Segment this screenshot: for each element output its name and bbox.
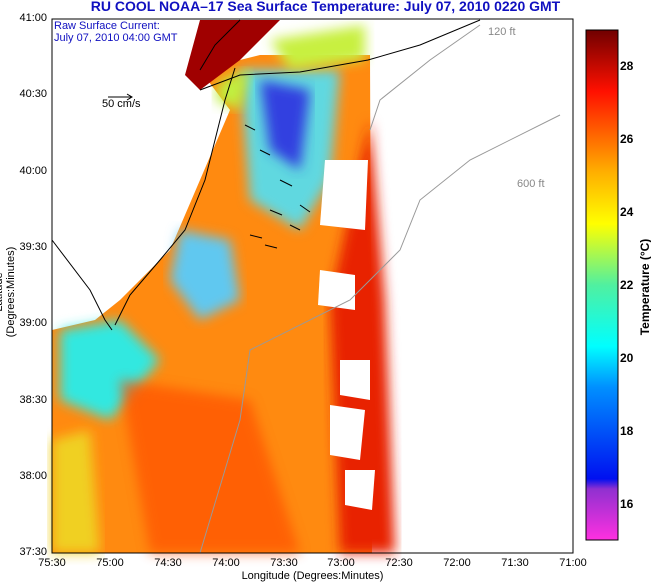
x-tick: 71:30	[501, 557, 529, 569]
colorbar-tick: 18	[620, 424, 634, 438]
x-tick: 72:00	[443, 557, 471, 569]
x-tick: 74:30	[154, 557, 182, 569]
annotation-line2: July 07, 2010 04:00 GMT	[54, 32, 178, 44]
x-tick: 71:00	[559, 557, 587, 569]
colorbar-tick: 22	[620, 278, 634, 292]
x-tick: 74:00	[212, 557, 240, 569]
colorbar-tick: 26	[620, 132, 634, 146]
colorbar-tick: 24	[620, 205, 634, 219]
x-axis-label: Longitude (Degrees:Minutes)	[241, 570, 384, 582]
colorbar-tick: 16	[620, 497, 634, 511]
map-title: RU COOL NOAA–17 Sea Surface Temperature:…	[90, 0, 561, 14]
x-tick: 75:00	[96, 557, 124, 569]
colorbar	[585, 29, 619, 541]
current-annotation: Raw Surface Current: July 07, 2010 04:00…	[54, 20, 178, 44]
bathymetry-contours	[199, 24, 561, 554]
y-axis-label: Latitude (Degrees:Minutes)	[0, 246, 17, 338]
y-tick: 38:30	[19, 394, 47, 406]
y-tick: 37:30	[19, 546, 47, 558]
y-tick: 39:00	[19, 317, 47, 329]
x-tick: 73:00	[327, 557, 355, 569]
scale-arrow	[108, 93, 133, 101]
y-tick: 38:00	[19, 470, 47, 482]
contour-label-600ft: 600 ft	[517, 178, 545, 190]
plot-frame	[51, 18, 574, 554]
x-tick: 75:30	[38, 557, 66, 569]
y-tick: 41:00	[19, 12, 47, 24]
x-tick: 73:30	[270, 557, 298, 569]
sst-field	[52, 20, 395, 553]
scale-arrow-label: 50 cm/s	[102, 98, 141, 110]
annotation-line1: Raw Surface Current:	[54, 20, 160, 32]
colorbar-label: Temperature (°C)	[638, 238, 651, 336]
x-tick: 72:30	[385, 557, 413, 569]
y-tick: 40:30	[19, 88, 47, 100]
coastline	[51, 19, 481, 331]
colorbar-tick: 20	[620, 351, 634, 365]
y-tick: 40:00	[19, 165, 47, 177]
current-vectors	[244, 124, 311, 249]
y-tick: 39:30	[19, 241, 47, 253]
colorbar-tick: 28	[620, 59, 634, 73]
contour-label-120ft: 120 ft	[488, 26, 516, 38]
